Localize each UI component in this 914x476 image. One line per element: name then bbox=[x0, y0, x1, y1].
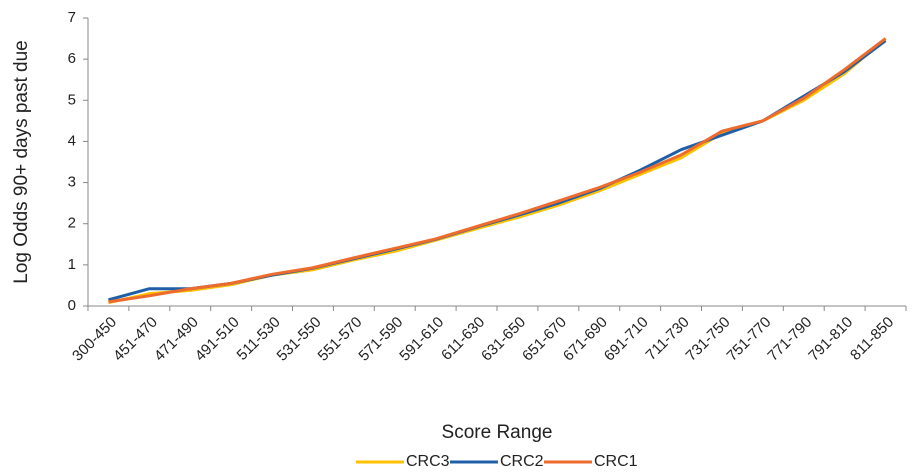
x-tick-label: 300-450 bbox=[69, 314, 120, 365]
series-line bbox=[108, 37, 887, 305]
x-tick-label: 791-810 bbox=[805, 314, 856, 365]
y-axis-title: Log Odds 90+ days past due bbox=[11, 40, 32, 283]
y-tick-label: 3 bbox=[68, 174, 76, 191]
y-tick-label: 0 bbox=[68, 297, 76, 314]
x-axis-title: Score Range bbox=[442, 422, 553, 443]
legend-label: CRC1 bbox=[594, 453, 638, 470]
y-tick-label: 4 bbox=[68, 132, 76, 149]
x-tick-label: 531-550 bbox=[274, 314, 325, 365]
series-line bbox=[108, 37, 887, 304]
legend-label: CRC2 bbox=[500, 453, 544, 470]
y-tick-label: 6 bbox=[68, 50, 76, 67]
y-tick-label: 2 bbox=[68, 215, 76, 232]
x-tick-label: 651-670 bbox=[519, 314, 570, 365]
y-tick-label: 5 bbox=[68, 91, 76, 108]
x-tick-label: 751-770 bbox=[724, 314, 775, 365]
x-tick-label: 471-490 bbox=[151, 314, 202, 365]
x-tick-label: 771-790 bbox=[764, 314, 815, 365]
legend-label: CRC3 bbox=[406, 453, 450, 470]
series-line bbox=[108, 39, 887, 302]
x-tick-label: 731-750 bbox=[683, 314, 734, 365]
y-tick-label: 1 bbox=[68, 256, 76, 273]
x-tick-label: 451-470 bbox=[110, 314, 161, 365]
x-tick-label: 591-610 bbox=[396, 314, 447, 365]
x-tick-label: 691-710 bbox=[601, 314, 652, 365]
x-tick-label: 671-690 bbox=[560, 314, 611, 365]
x-tick-label: 491-510 bbox=[192, 314, 243, 365]
x-tick-label: 631-650 bbox=[478, 314, 529, 365]
x-tick-label: 571-590 bbox=[355, 314, 406, 365]
y-tick-label: 7 bbox=[68, 9, 76, 26]
x-tick-label: 811-850 bbox=[847, 314, 897, 364]
x-tick-label: 551-570 bbox=[315, 314, 366, 365]
